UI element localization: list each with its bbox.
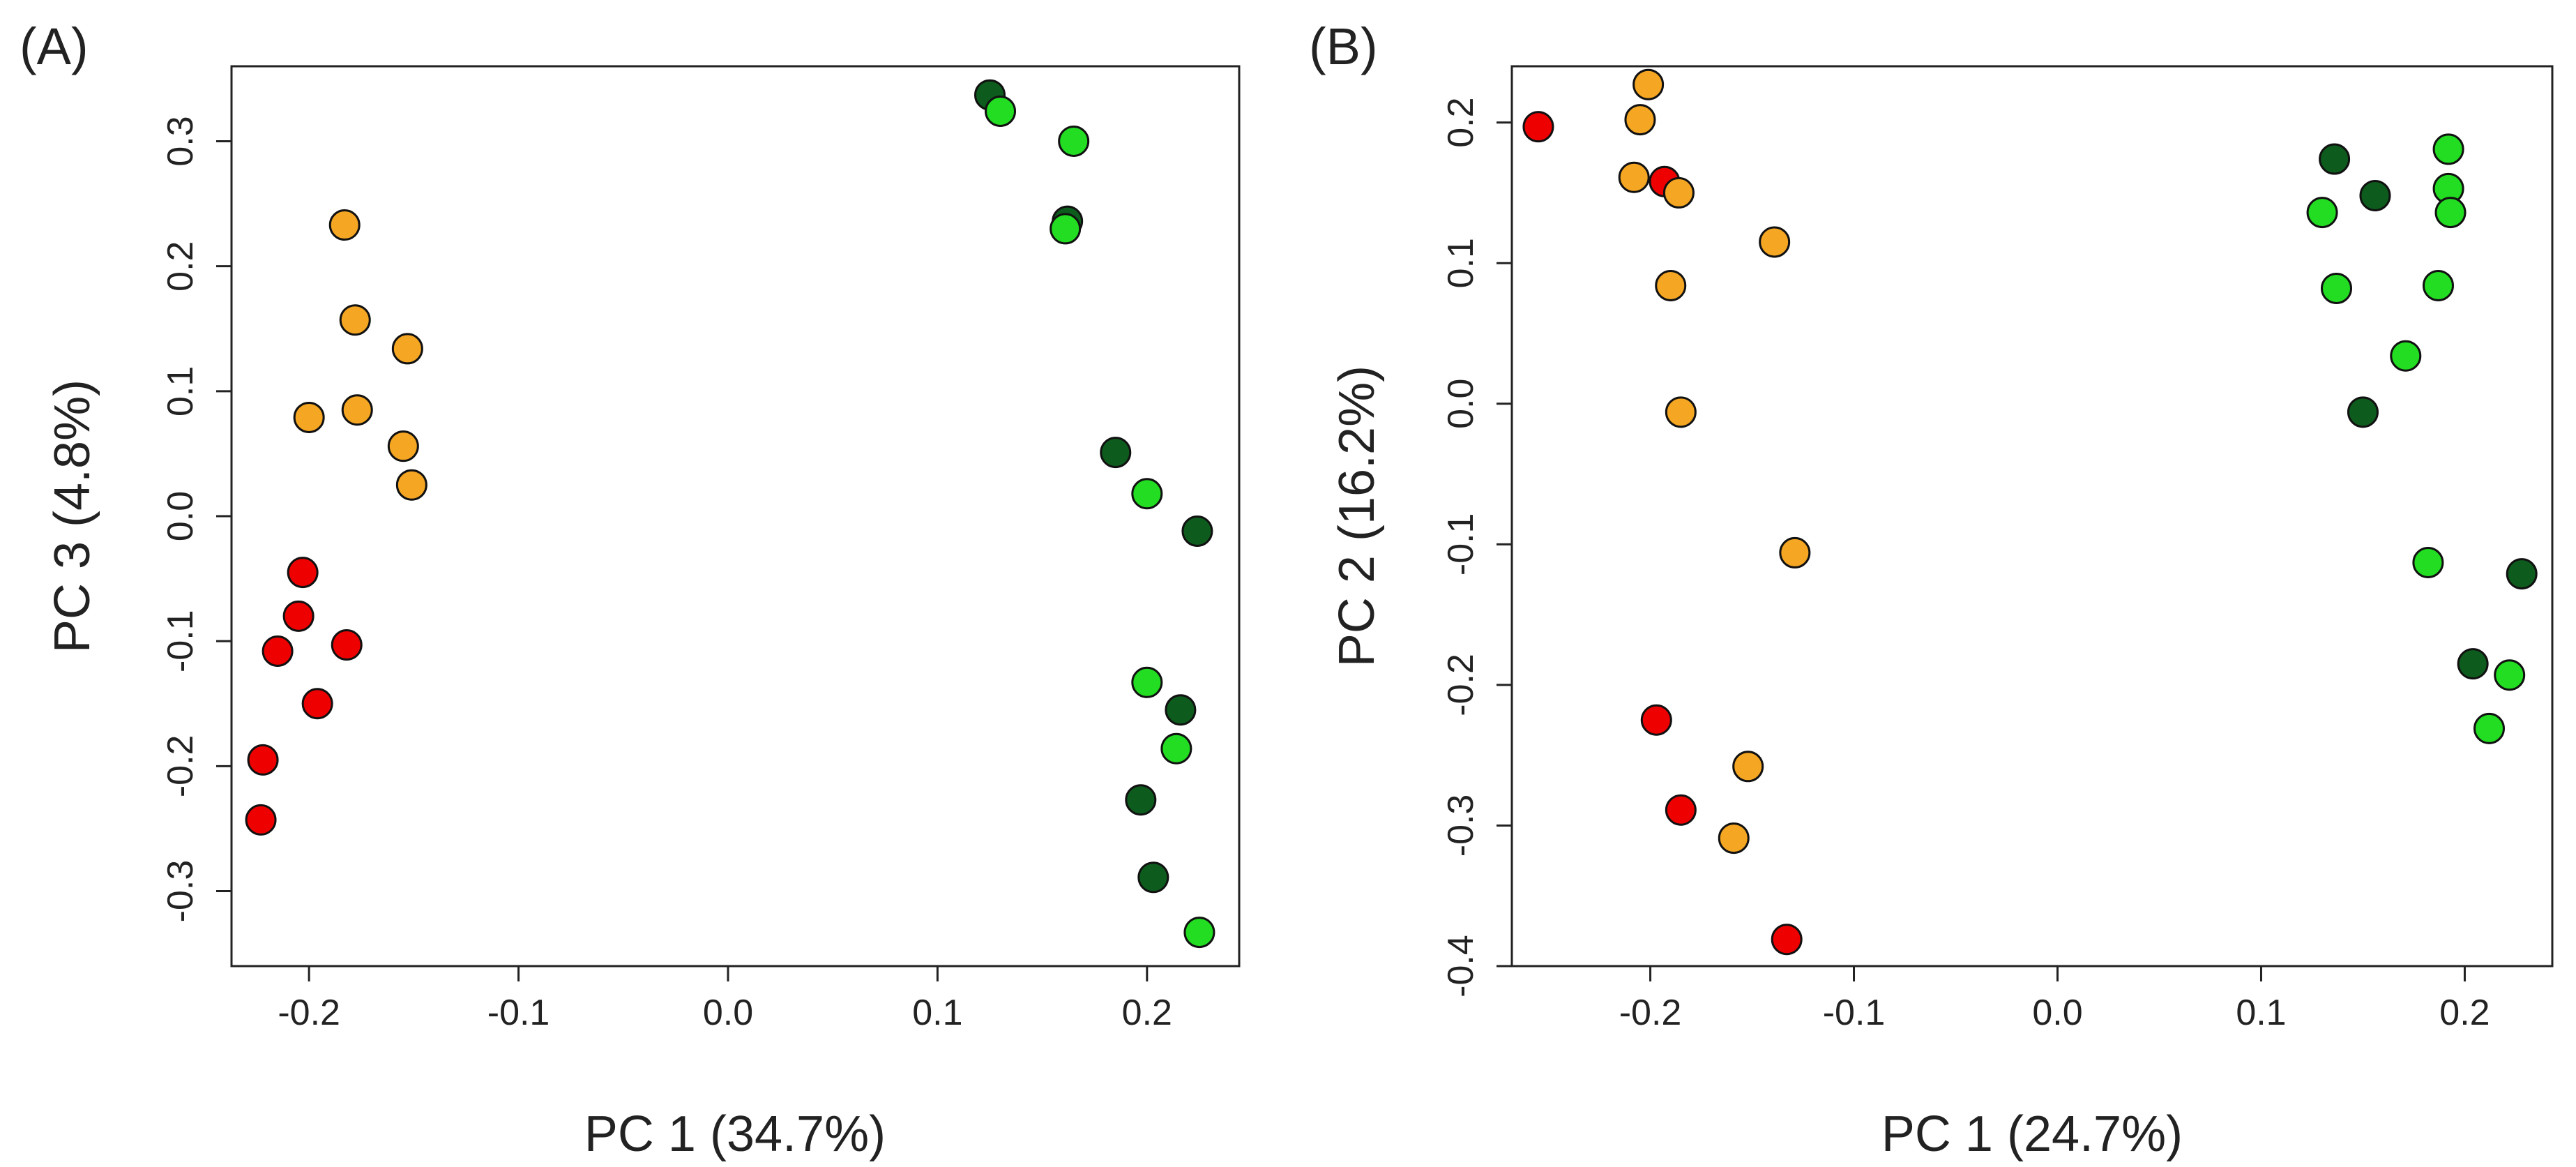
panel-b-point-orange — [1618, 161, 1650, 193]
panel-b-point-red — [1665, 794, 1697, 826]
panel-a-x-tick-label: -0.2 — [278, 993, 340, 1033]
panel-a-y-tick-label: 0.1 — [160, 366, 201, 416]
panel-a: (A) -0.2 -0.1 0.0 0.1 0.2 -0.3 -0.2 -0.1 0.0 0.1… — [20, 17, 1241, 1162]
panel-a-point-orange — [395, 469, 427, 501]
panel-a-point-light-green — [1131, 666, 1163, 698]
panel-a-point-orange — [391, 333, 423, 365]
panel-a-x-tick-label: 0.2 — [1122, 993, 1172, 1033]
panel-a-point-light-green — [1050, 213, 1082, 245]
panel-a-point-red — [262, 635, 294, 667]
panel-b-x-axis: -0.2 -0.1 0.0 0.1 0.2 — [1619, 965, 2490, 1033]
panel-a-point-red — [282, 600, 315, 632]
panel-b-point-dark-green — [2506, 558, 2538, 590]
panel-b-point-light-green — [2473, 712, 2505, 744]
panel-a-y-tick-label: 0.0 — [160, 491, 201, 541]
panel-a-point-dark-green — [1100, 437, 1132, 469]
panel-b-point-dark-green — [2457, 648, 2489, 680]
panel-b-point-light-green — [2432, 133, 2464, 165]
panel-a-x-tick-label: -0.1 — [487, 993, 550, 1033]
panel-a-plot-frame — [230, 65, 1241, 968]
panel-b-x-tick-label: 0.1 — [2236, 993, 2286, 1033]
panel-a-point-dark-green — [1165, 694, 1197, 726]
panel-a-point-red — [287, 557, 319, 589]
panel-b-label: (B) — [1309, 17, 1378, 75]
panel-b-point-orange — [1665, 396, 1697, 428]
panel-a-label: (A) — [20, 17, 89, 75]
panel-a-point-orange — [293, 401, 325, 433]
panel-b-y-tick-label: 0.2 — [1441, 97, 1481, 147]
panel-b-x-tick-label: -0.1 — [1823, 993, 1886, 1033]
panel-a-point-orange — [387, 430, 419, 462]
panel-a-point-dark-green — [1125, 784, 1157, 816]
panel-b-y-tick-label: -0.3 — [1441, 795, 1481, 857]
panel-a-y-tick-label: 0.3 — [160, 116, 201, 166]
panel-b-point-red — [1522, 111, 1554, 143]
panel-a-points — [245, 79, 1215, 949]
panel-b-y-tick-label: -0.1 — [1441, 513, 1481, 576]
panel-a-y-tick-label: -0.1 — [160, 610, 201, 672]
panel-b-point-light-green — [2434, 197, 2467, 229]
panel-b-x-tick-label: 0.0 — [2032, 993, 2082, 1033]
panel-b-point-light-green — [2306, 197, 2338, 229]
panel-b-point-orange — [1662, 176, 1695, 209]
panel-b-point-orange — [1732, 751, 1764, 783]
panel-a-point-light-green — [1131, 478, 1163, 510]
panel-a-point-light-green — [985, 96, 1017, 127]
panel-a-y-axis: -0.3 -0.2 -0.1 0.0 0.1 0.2 0.3 — [160, 116, 233, 923]
panel-b-point-light-green — [2321, 272, 2353, 304]
panel-b-point-orange — [1624, 104, 1656, 136]
panel-a-point-red — [301, 688, 333, 720]
panel-b-y-tick-label: -0.2 — [1441, 654, 1481, 716]
panel-a-y-axis-title: PC 3 (4.8%) — [45, 379, 100, 653]
panel-a-point-light-green — [1183, 917, 1215, 949]
panel-b-point-red — [1771, 924, 1803, 956]
panel-b-point-dark-green — [2319, 143, 2351, 175]
panel-a-point-light-green — [1160, 732, 1192, 765]
panel-b-y-tick-label: 0.0 — [1441, 379, 1481, 429]
panel-a-y-tick-label: -0.3 — [160, 860, 201, 923]
panel-b-x-axis-title: PC 1 (24.7%) — [1881, 1106, 2183, 1162]
panel-a-point-red — [245, 804, 277, 836]
panel-a-point-dark-green — [1181, 515, 1213, 547]
panel-b-point-orange — [1779, 536, 1811, 569]
panel-b-x-tick-label: -0.2 — [1619, 993, 1682, 1033]
panel-b-point-orange — [1759, 226, 1791, 258]
panel-b-y-axis: -0.4 -0.3 -0.2 -0.1 0.0 0.1 0.2 — [1441, 97, 1513, 997]
panel-b-point-orange — [1718, 822, 1750, 854]
panel-a-point-orange — [339, 304, 371, 336]
panel-a-point-orange — [328, 209, 361, 241]
panel-b-point-light-green — [2390, 340, 2422, 372]
panel-b-point-red — [1640, 704, 1672, 736]
panel-b-point-dark-green — [2347, 396, 2379, 428]
panel-b-point-light-green — [2422, 269, 2454, 301]
panel-b-x-tick-label: 0.2 — [2439, 993, 2490, 1033]
panel-b-point-orange — [1655, 269, 1687, 301]
panel-b-point-light-green — [2494, 659, 2526, 691]
panel-a-point-orange — [341, 394, 373, 426]
panel-a-point-dark-green — [1137, 861, 1169, 894]
panel-b-y-tick-label: -0.4 — [1441, 935, 1481, 997]
panel-b-y-tick-label: 0.1 — [1441, 238, 1481, 288]
panel-a-point-red — [247, 744, 279, 776]
panel-a-x-axis: -0.2 -0.1 0.0 0.1 0.2 — [278, 965, 1172, 1033]
panel-b-point-light-green — [2412, 547, 2444, 579]
panel-a-point-light-green — [1058, 126, 1090, 157]
panel-a-y-tick-label: -0.2 — [160, 735, 201, 798]
panel-a-x-axis-title: PC 1 (34.7%) — [584, 1106, 886, 1162]
panel-b: (B) -0.2 -0.1 0.0 0.1 0.2 -0.4 -0.3 -0.2 -0.1 0.… — [1309, 17, 2554, 1162]
panel-a-x-tick-label: 0.1 — [912, 993, 962, 1033]
panel-b-y-axis-title: PC 2 (16.2%) — [1329, 366, 1385, 667]
panel-a-point-red — [331, 629, 363, 661]
panel-a-x-tick-label: 0.0 — [703, 993, 753, 1033]
panel-b-point-dark-green — [2359, 179, 2391, 211]
panel-b-points — [1522, 68, 2538, 956]
panel-a-y-tick-label: 0.2 — [160, 241, 201, 292]
panel-b-point-orange — [1632, 68, 1665, 100]
